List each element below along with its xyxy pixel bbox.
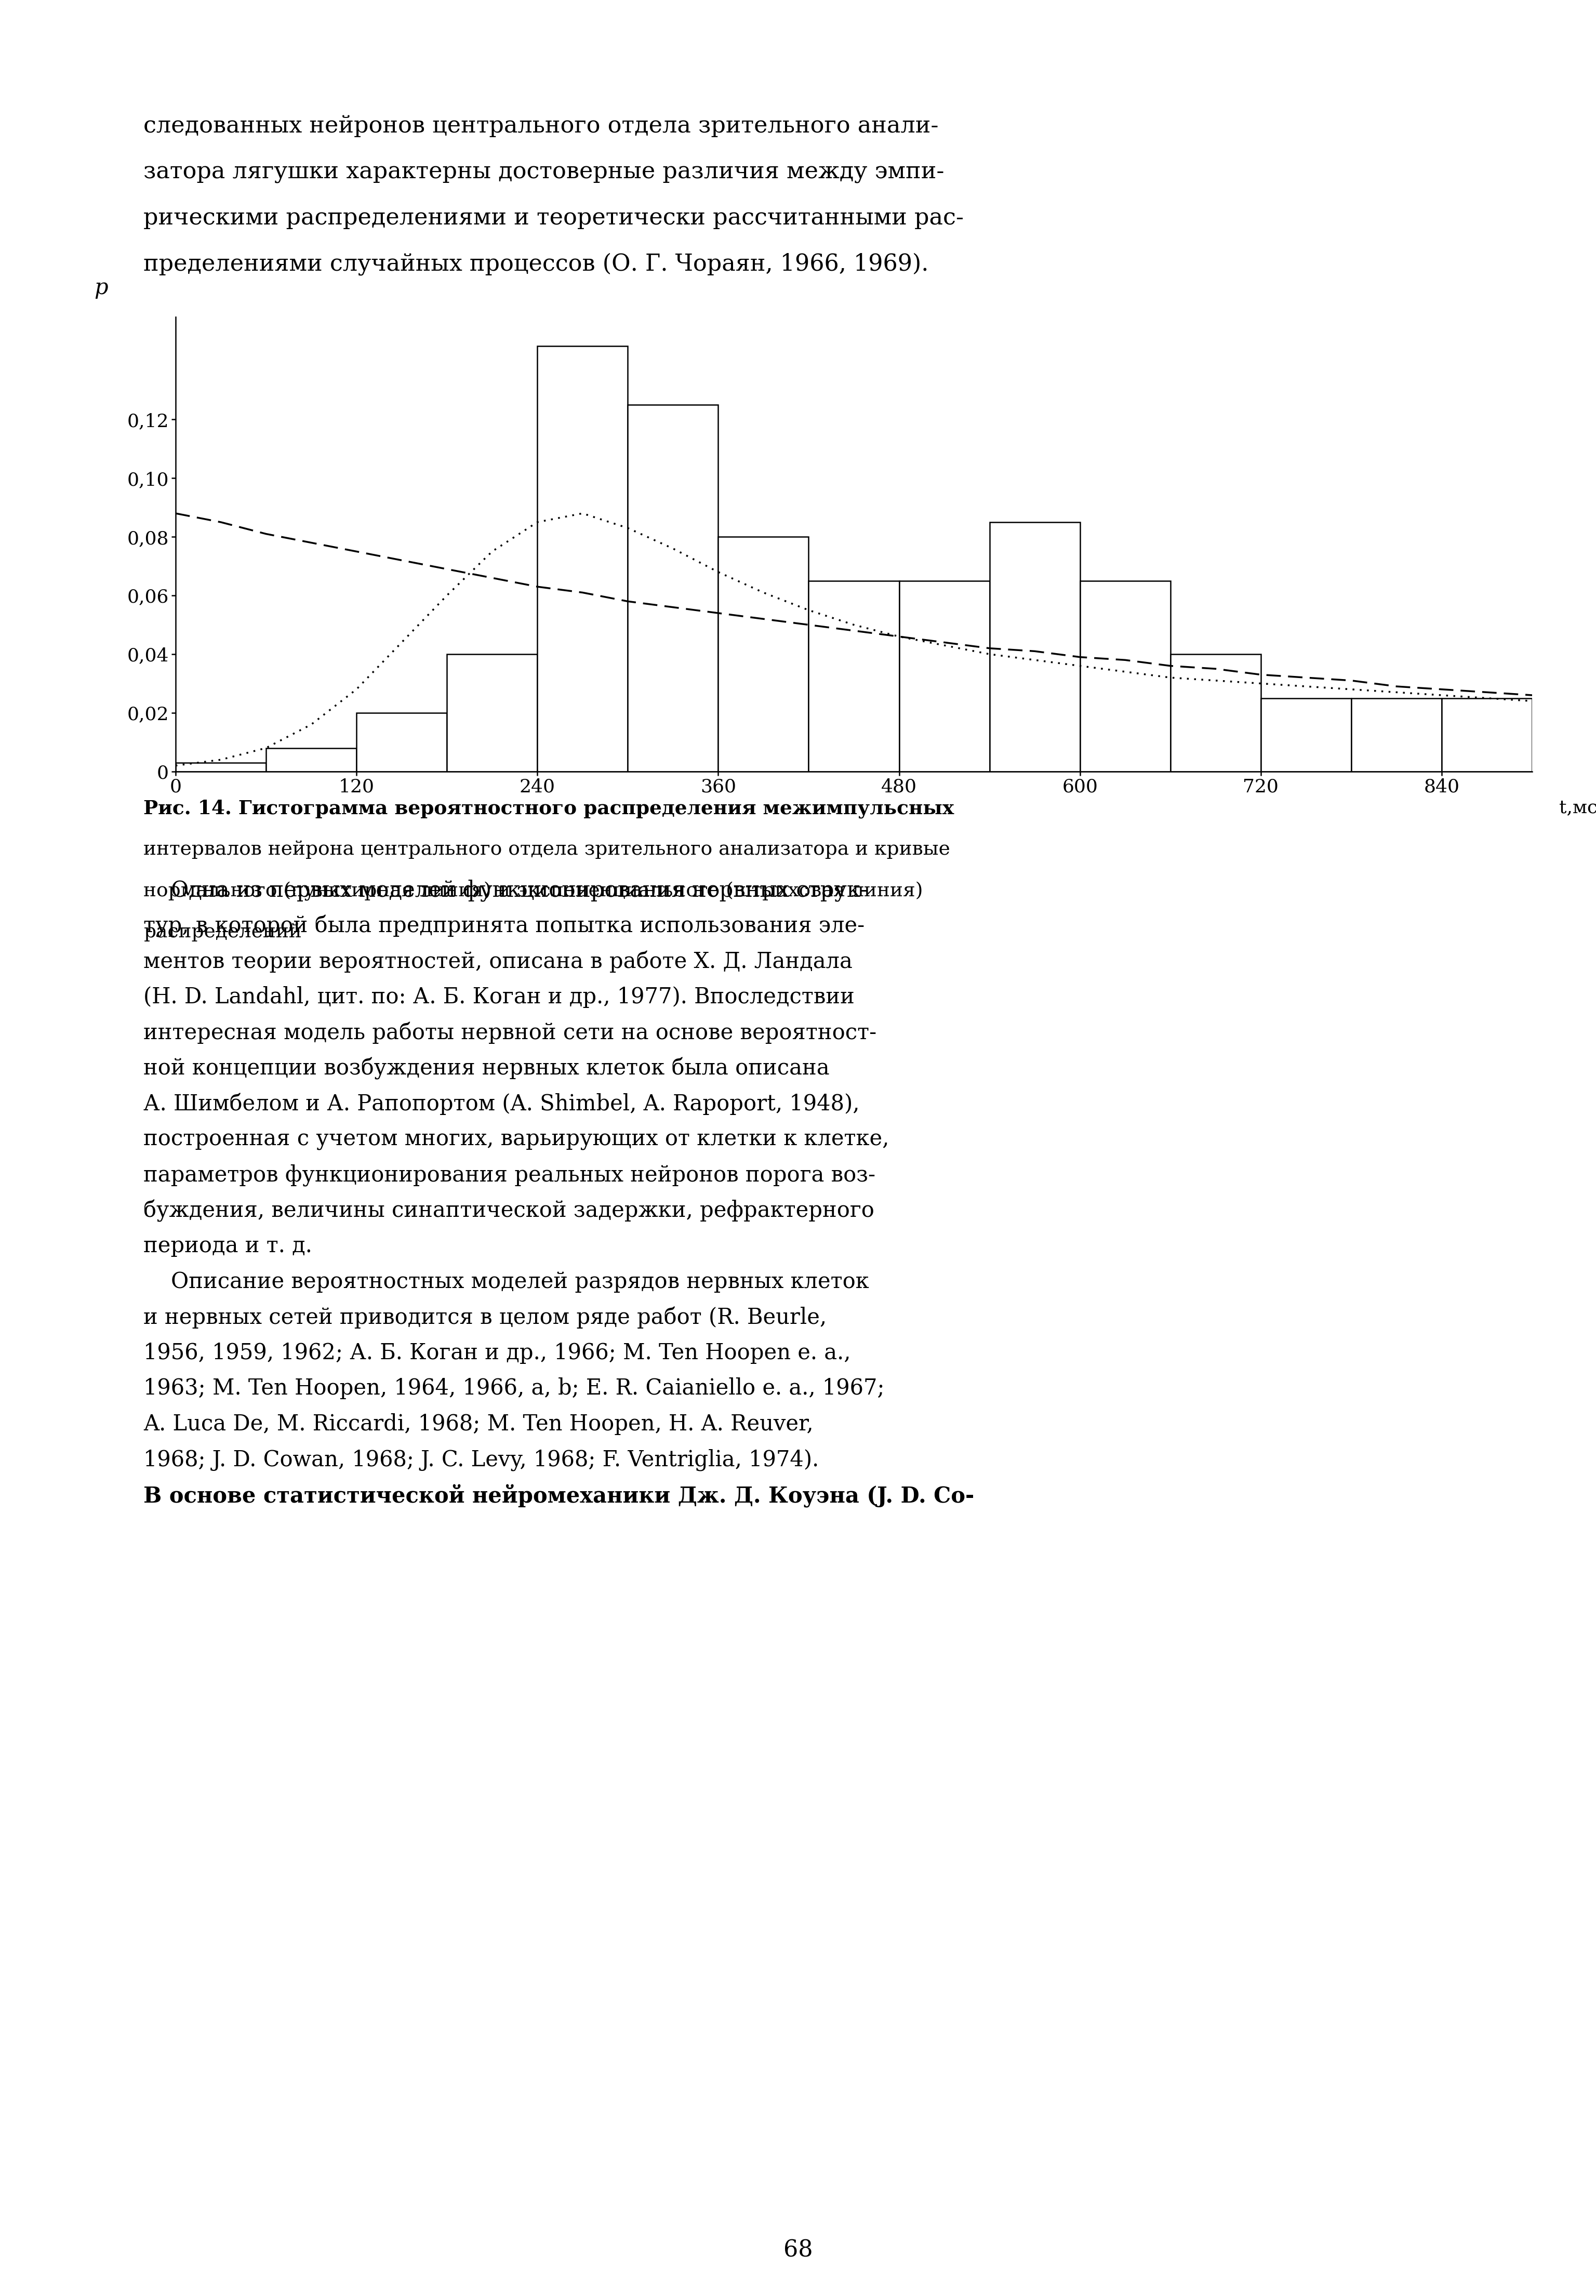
Bar bbox=[899, 581, 990, 771]
Text: 68: 68 bbox=[784, 2239, 812, 2262]
Text: затора лягушки характерны достоверные различия между эмпи-: затора лягушки характерны достоверные ра… bbox=[144, 161, 945, 184]
Bar bbox=[1261, 698, 1352, 771]
Text: 1968; J. D. Cowan, 1968; J. C. Levy, 1968; F. Ventriglia, 1974).: 1968; J. D. Cowan, 1968; J. C. Levy, 196… bbox=[144, 1449, 819, 1472]
Text: ментов теории вероятностей, описана в работе Х. Д. Ландала: ментов теории вероятностей, описана в ра… bbox=[144, 951, 852, 974]
Bar bbox=[1170, 654, 1261, 771]
Bar bbox=[718, 537, 809, 771]
Text: распределений: распределений bbox=[144, 923, 302, 941]
Text: параметров функционирования реальных нейронов порога воз-: параметров функционирования реальных ней… bbox=[144, 1164, 876, 1187]
Text: t,мс: t,мс bbox=[1559, 799, 1596, 817]
Text: А. Шимбелом и А. Рапопортом (A. Shimbel, A. Rapoport, 1948),: А. Шимбелом и А. Рапопортом (A. Shimbel,… bbox=[144, 1093, 860, 1116]
Text: 1963; M. Ten Hoopen, 1964, 1966, a, b; E. R. Caianiello e. a., 1967;: 1963; M. Ten Hoopen, 1964, 1966, a, b; E… bbox=[144, 1378, 884, 1401]
Bar bbox=[809, 581, 899, 771]
Text: построенная с учетом многих, варьирующих от клетки к клетке,: построенная с учетом многих, варьирующих… bbox=[144, 1130, 889, 1150]
Text: и нервных сетей приводится в целом ряде работ (R. Beurle,: и нервных сетей приводится в целом ряде … bbox=[144, 1306, 827, 1329]
Text: A. Luca De, M. Riccardi, 1968; M. Ten Hoopen, H. A. Reuver,: A. Luca De, M. Riccardi, 1968; M. Ten Ho… bbox=[144, 1412, 814, 1435]
Text: тур, в которой была предпринята попытка использования эле-: тур, в которой была предпринята попытка … bbox=[144, 914, 865, 937]
Bar bbox=[1352, 698, 1441, 771]
Bar bbox=[176, 762, 267, 771]
Bar bbox=[1441, 698, 1532, 771]
Bar bbox=[267, 748, 356, 771]
Text: буждения, величины синаптической задержки, рефрактерного: буждения, величины синаптической задержк… bbox=[144, 1201, 875, 1221]
Text: Описание вероятностных моделей разрядов нервных клеток: Описание вероятностных моделей разрядов … bbox=[144, 1272, 870, 1293]
Bar bbox=[356, 712, 447, 771]
Text: пределениями случайных процессов (О. Г. Чораян, 1966, 1969).: пределениями случайных процессов (О. Г. … bbox=[144, 253, 929, 276]
Text: интересная модель работы нервной сети на основе вероятност-: интересная модель работы нервной сети на… bbox=[144, 1022, 876, 1045]
Text: Одна из первых моделей функционирования нервных струк-: Одна из первых моделей функционирования … bbox=[144, 879, 868, 902]
Bar bbox=[990, 521, 1080, 771]
Text: следованных нейронов центрального отдела зрительного анали-: следованных нейронов центрального отдела… bbox=[144, 115, 938, 138]
Bar bbox=[447, 654, 538, 771]
Bar bbox=[538, 347, 627, 771]
Text: (Н. D. Landahl, цит. по: А. Б. Коган и др., 1977). Впоследствии: (Н. D. Landahl, цит. по: А. Б. Коган и д… bbox=[144, 987, 855, 1008]
Text: рическими распределениями и теоретически рассчитанными рас-: рическими распределениями и теоретически… bbox=[144, 207, 964, 230]
Text: периода и т. д.: периода и т. д. bbox=[144, 1235, 313, 1258]
Text: В основе статистической нейромеханики Дж. Д. Коуэна (J. D. Сo-: В основе статистической нейромеханики Дж… bbox=[144, 1486, 975, 1508]
Text: нормального (пунктирная линия) и экспоненциального (штриховая линия): нормального (пунктирная линия) и экспоне… bbox=[144, 882, 922, 900]
Text: Рис. 14. Гистограмма вероятностного распределения межимпульсных: Рис. 14. Гистограмма вероятностного расп… bbox=[144, 799, 954, 817]
Bar bbox=[627, 404, 718, 771]
Text: 1956, 1959, 1962; А. Б. Коган и др., 1966; M. Ten Hoopen e. a.,: 1956, 1959, 1962; А. Б. Коган и др., 196… bbox=[144, 1341, 851, 1364]
Bar bbox=[1080, 581, 1170, 771]
Text: ной концепции возбуждения нервных клеток была описана: ной концепции возбуждения нервных клеток… bbox=[144, 1056, 830, 1079]
Text: p: p bbox=[94, 278, 109, 298]
Text: интервалов нейрона центрального отдела зрительного анализатора и кривые: интервалов нейрона центрального отдела з… bbox=[144, 840, 950, 859]
